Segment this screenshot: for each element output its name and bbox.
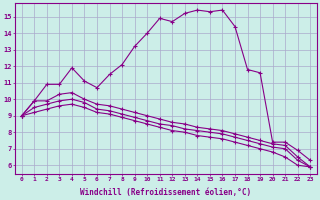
X-axis label: Windchill (Refroidissement éolien,°C): Windchill (Refroidissement éolien,°C)	[80, 188, 252, 197]
